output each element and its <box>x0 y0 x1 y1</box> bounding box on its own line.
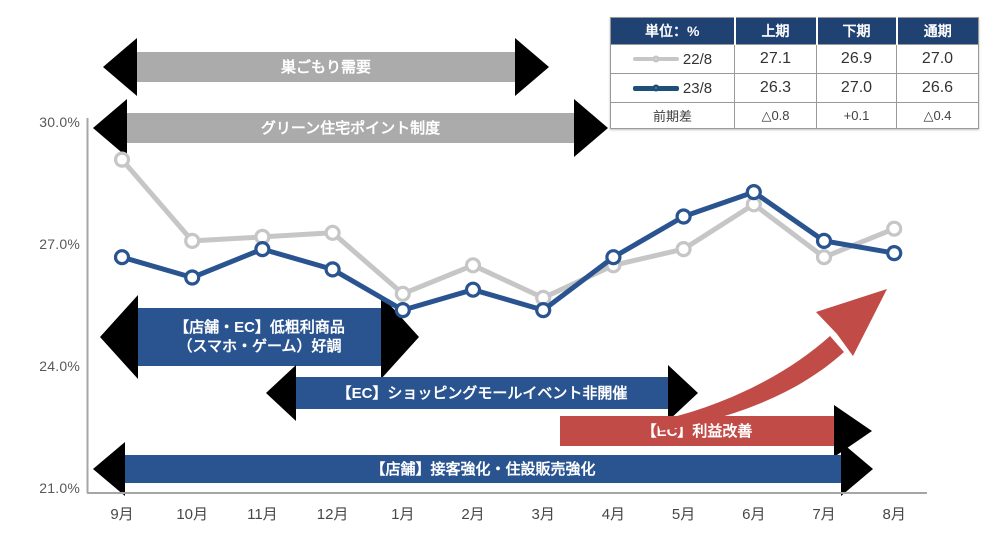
x-tick-label: 6月 <box>742 506 766 523</box>
table-header-row: 単位：% 上期 下期 通期 <box>610 17 979 45</box>
x-tick-label: 11月 <box>247 506 278 523</box>
table-row-diff: 前期差 △0.8 +0.1 △0.4 <box>610 102 979 129</box>
value-23-8-h1: 26.3 <box>734 73 817 103</box>
arrow-left-head-icon <box>93 99 127 157</box>
data-point-23-8-7月 <box>815 232 833 249</box>
arrow-left-head-icon <box>103 38 137 96</box>
data-point-22-8-5月 <box>675 241 692 258</box>
arrow-left-head-icon <box>100 295 138 379</box>
low-margin-label-line2: （スマホ・ゲーム）好調 <box>177 338 342 355</box>
data-point-23-8-2月 <box>464 281 482 298</box>
data-point-22-8-12月 <box>324 224 341 241</box>
x-tick-label: 7月 <box>812 506 836 523</box>
data-point-23-8-11月 <box>254 241 271 258</box>
data-point-23-8-10月 <box>184 269 201 286</box>
value-22-8-h2: 26.9 <box>816 44 897 74</box>
series-line-22-8 <box>119 157 897 301</box>
x-tick-label: 8月 <box>882 506 906 523</box>
table-header-h1: 上期 <box>733 17 817 45</box>
table-header-h2: 下期 <box>815 17 897 45</box>
series-22-8-marker-icon <box>652 55 660 63</box>
data-point-23-8-4月 <box>605 249 622 266</box>
y-tick-label: 27.0% <box>39 236 80 252</box>
y-tick-label: 21.0% <box>39 480 80 496</box>
data-point-22-8-6月 <box>745 196 762 213</box>
data-point-22-8-8月 <box>886 220 903 237</box>
arrow-left-head-icon <box>93 442 125 496</box>
x-tick-label: 10月 <box>176 506 209 523</box>
stay-home-demand-arrow: 巣ごもり需要 <box>103 38 549 96</box>
store-service-label: 【店舗】接客強化・住設販売強化 <box>370 460 596 478</box>
y-tick-label: 30.0% <box>39 114 80 130</box>
legend-23-8-label: 23/8 <box>682 79 713 97</box>
x-tick-label: 12月 <box>316 506 349 523</box>
data-point-23-8-12月 <box>324 261 341 278</box>
y-tick-label: 24.0% <box>39 358 80 374</box>
x-tick-label: 1月 <box>391 506 415 523</box>
diff-full: △0.4 <box>896 102 979 129</box>
diff-h2: +0.1 <box>816 102 897 129</box>
data-point-22-8-10月 <box>184 232 201 249</box>
diff-row-label: 前期差 <box>610 102 735 129</box>
x-tick-label: 4月 <box>601 506 626 523</box>
x-tick-label: 5月 <box>671 506 696 523</box>
data-point-22-8-4月 <box>605 257 622 274</box>
legend-22-8-label: 22/8 <box>682 50 713 68</box>
data-point-23-8-8月 <box>886 245 903 262</box>
ec-mall-event-label: 【EC】ショッピングモールイベント非開催 <box>336 384 628 402</box>
series-23-8-line-icon <box>632 84 679 92</box>
data-point-22-8-11月 <box>254 228 271 245</box>
arrow-right-head-icon <box>574 99 608 157</box>
arrow-right-head-icon <box>515 38 549 96</box>
value-22-8-full: 27.0 <box>896 44 979 74</box>
arrow-right-head-icon <box>841 442 873 496</box>
data-point-23-8-5月 <box>675 208 692 225</box>
x-tick-label: 9月 <box>110 506 134 523</box>
low-margin-label-line1: 【店舗・EC】低粗利商品 <box>174 319 345 336</box>
table-row-22-8: 22/8 27.1 26.9 27.0 <box>610 44 979 74</box>
data-point-23-8-9月 <box>113 249 131 266</box>
stay-home-demand-label: 巣ごもり需要 <box>280 58 371 76</box>
series-23-8-marker-icon <box>652 84 660 92</box>
arrow-left-head-icon <box>266 365 296 421</box>
data-point-22-8-3月 <box>535 289 552 306</box>
series-22-8-line-icon <box>632 55 679 63</box>
ec-profit-label: 【EC】利益改善 <box>641 422 753 440</box>
green-housing-points-arrow: グリーン住宅ポイント制度 <box>93 99 608 157</box>
legend-22-8: 22/8 <box>611 51 734 68</box>
value-23-8-h2: 27.0 <box>816 73 897 103</box>
data-point-22-8-7月 <box>815 249 833 266</box>
summary-table: 単位：% 上期 下期 通期 22/8 27.1 26.9 27.0 23/8 <box>610 17 979 129</box>
value-22-8-h1: 27.1 <box>734 44 817 74</box>
green-housing-points-label: グリーン住宅ポイント制度 <box>260 119 441 137</box>
x-tick-label: 3月 <box>531 506 555 523</box>
value-23-8-full: 26.6 <box>896 73 979 103</box>
legend-23-8: 23/8 <box>611 80 734 97</box>
store-service-arrow: 【店舗】接客強化・住設販売強化 <box>93 442 873 496</box>
low-margin-products-arrow: 【店舗・EC】低粗利商品 （スマホ・ゲーム）好調 <box>100 295 419 379</box>
x-tick-label: 2月 <box>461 506 485 523</box>
data-point-22-8-2月 <box>464 257 482 274</box>
table-row-23-8: 23/8 26.3 27.0 26.6 <box>610 73 979 103</box>
table-header-full-year: 通期 <box>895 17 979 45</box>
series-line-23-8 <box>119 189 897 313</box>
table-header-unit: 単位：% <box>610 17 735 45</box>
data-point-23-8-3月 <box>535 302 552 319</box>
data-point-23-8-6月 <box>745 184 762 201</box>
diff-h1: △0.8 <box>734 102 817 129</box>
